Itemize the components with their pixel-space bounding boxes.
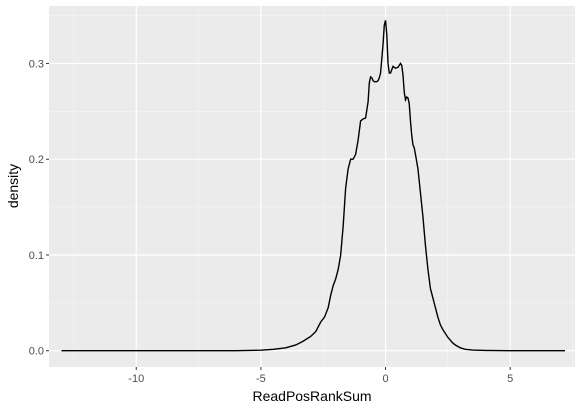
panel-background — [49, 6, 575, 367]
x-tick-label: -10 — [128, 373, 144, 385]
y-tick-label: 0.3 — [29, 58, 44, 70]
x-tick-label: -5 — [256, 373, 266, 385]
y-axis: 0.0 0.1 0.2 0.3 — [29, 58, 49, 358]
y-axis-title: density — [5, 164, 21, 208]
x-tick-label: 0 — [382, 373, 388, 385]
y-tick-label: 0.2 — [29, 154, 44, 166]
y-tick-label: 0.0 — [29, 346, 44, 358]
y-tick-label: 0.1 — [29, 250, 44, 262]
density-curve — [61, 20, 566, 352]
x-tick-label: 5 — [507, 373, 513, 385]
x-axis-title: ReadPosRankSum — [252, 388, 371, 404]
x-axis: -10 -5 0 5 — [128, 367, 513, 385]
